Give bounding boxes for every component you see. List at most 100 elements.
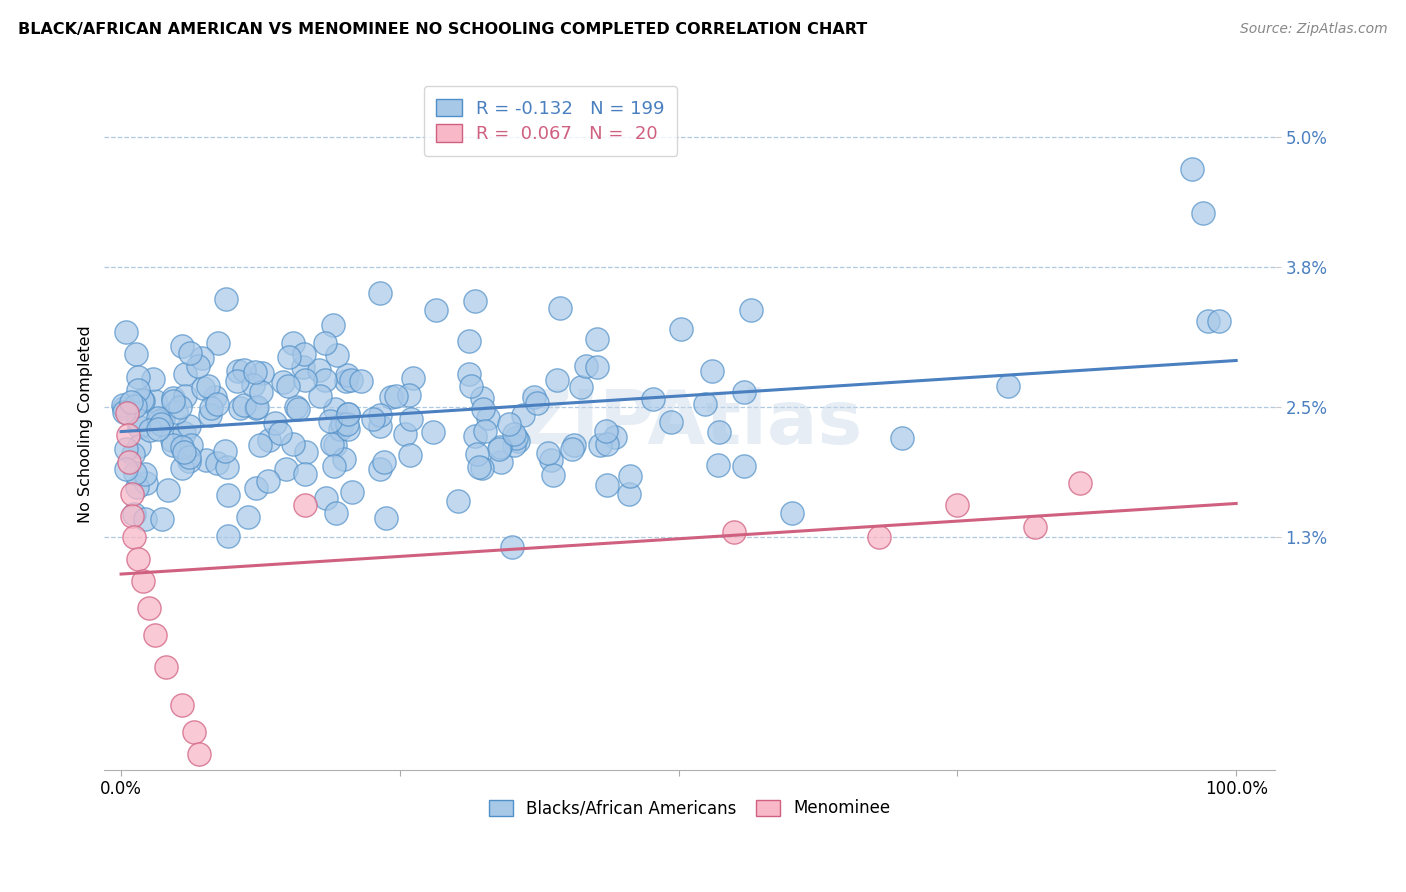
Point (780, 506, 803, 520)
Point (226, 375, 249, 389)
Point (546, 373, 568, 387)
Point (294, 498, 316, 512)
Point (596, 437, 619, 451)
Point (277, 350, 299, 364)
Point (173, 425, 195, 440)
Point (868, 530, 890, 544)
Point (121, 487, 143, 501)
Point (541, 467, 564, 482)
Point (467, 446, 489, 460)
Point (177, 454, 200, 468)
Point (503, 427, 526, 442)
Point (323, 401, 346, 416)
Point (503, 437, 526, 451)
Point (162, 394, 184, 409)
Point (242, 378, 264, 392)
Point (191, 381, 214, 395)
Point (190, 351, 212, 366)
Point (128, 439, 150, 453)
Point (194, 453, 217, 467)
Point (617, 486, 640, 500)
Point (330, 417, 353, 432)
Point (174, 389, 197, 403)
Point (114, 462, 136, 476)
Point (585, 359, 607, 374)
Point (1024, 519, 1046, 533)
Point (540, 453, 562, 467)
Point (457, 368, 479, 382)
Point (402, 370, 425, 384)
Point (425, 302, 447, 317)
Point (447, 493, 470, 508)
Point (217, 529, 239, 543)
Point (308, 363, 330, 377)
Point (124, 400, 146, 414)
Point (177, 418, 200, 433)
Point (1197, 314, 1219, 328)
Point (139, 423, 162, 437)
Point (112, 401, 135, 415)
Point (285, 401, 308, 415)
Point (150, 417, 173, 432)
Point (350, 374, 373, 388)
Point (294, 373, 316, 387)
Point (471, 461, 494, 475)
Point (891, 431, 914, 445)
Point (169, 401, 191, 415)
Point (398, 449, 420, 463)
Point (335, 374, 357, 388)
Point (173, 444, 195, 458)
Point (501, 540, 523, 554)
Point (232, 363, 254, 377)
Point (489, 440, 512, 454)
Point (575, 359, 598, 373)
Point (380, 390, 402, 404)
Point (122, 447, 145, 461)
Point (122, 507, 145, 521)
Point (368, 408, 391, 422)
Point (243, 365, 266, 379)
Point (1208, 314, 1230, 328)
Point (319, 414, 342, 428)
Point (215, 460, 238, 475)
Point (333, 451, 356, 466)
Point (132, 574, 155, 588)
Point (215, 292, 238, 306)
Point (165, 405, 187, 419)
Point (596, 478, 619, 492)
Point (505, 431, 527, 445)
Point (269, 426, 291, 441)
Point (170, 461, 193, 475)
Point (143, 628, 166, 642)
Point (340, 484, 363, 499)
Point (160, 433, 183, 447)
Point (131, 394, 153, 409)
Point (733, 459, 755, 474)
Point (548, 301, 571, 315)
Point (733, 384, 755, 399)
Point (1191, 205, 1213, 219)
Point (294, 467, 316, 481)
Point (245, 401, 267, 415)
Point (281, 336, 304, 351)
Point (180, 438, 202, 452)
Point (641, 392, 664, 406)
Point (422, 425, 444, 440)
Point (471, 401, 494, 416)
Point (498, 417, 520, 431)
Text: BLACK/AFRICAN AMERICAN VS MENOMINEE NO SCHOOLING COMPLETED CORRELATION CHART: BLACK/AFRICAN AMERICAN VS MENOMINEE NO S… (18, 22, 868, 37)
Point (125, 480, 148, 494)
Point (474, 424, 496, 438)
Point (471, 392, 494, 406)
Point (325, 506, 347, 520)
Point (671, 321, 693, 335)
Point (179, 346, 201, 360)
Text: Source: ZipAtlas.com: Source: ZipAtlas.com (1240, 22, 1388, 37)
Point (314, 373, 336, 387)
Point (569, 379, 592, 393)
Point (135, 475, 157, 490)
Point (464, 294, 486, 309)
Point (172, 698, 194, 712)
Point (997, 378, 1019, 392)
Point (197, 379, 219, 393)
